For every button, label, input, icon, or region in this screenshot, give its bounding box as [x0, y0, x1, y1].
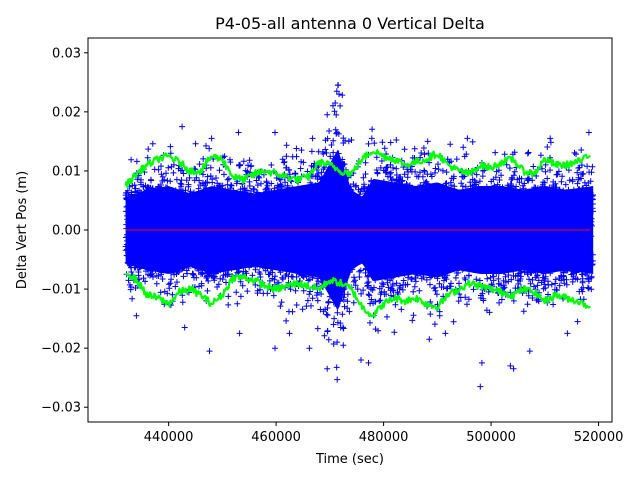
x-tick-label: 460000 — [251, 430, 301, 445]
y-tick-label: −0.03 — [41, 401, 81, 416]
upper-band-line — [124, 149, 591, 189]
y-tick-label: −0.02 — [41, 342, 81, 357]
y-axis: −0.03 −0.02 −0.01 0.00 0.01 0.02 0.03 — [41, 46, 88, 416]
x-tick-label: 500000 — [466, 430, 516, 445]
x-tick-label: 520000 — [574, 430, 624, 445]
y-tick-label: 0.02 — [52, 105, 81, 120]
y-tick-label: −0.01 — [41, 283, 81, 298]
x-axis-label: Time (sec) — [315, 452, 384, 467]
x-tick-label: 440000 — [144, 430, 194, 445]
chart-title: P4-05-all antenna 0 Vertical Delta — [215, 14, 485, 33]
y-tick-label: 0.03 — [52, 46, 81, 61]
y-tick-label: 0.01 — [52, 164, 81, 179]
plot-area — [122, 82, 596, 390]
x-tick-label: 480000 — [359, 430, 409, 445]
y-axis-label: Delta Vert Pos (m) — [15, 171, 30, 289]
x-axis: 440000 460000 480000 500000 520000 — [144, 422, 624, 445]
lower-band-line — [124, 272, 591, 318]
y-tick-label: 0.00 — [52, 224, 81, 239]
line-series-layer — [124, 149, 591, 318]
